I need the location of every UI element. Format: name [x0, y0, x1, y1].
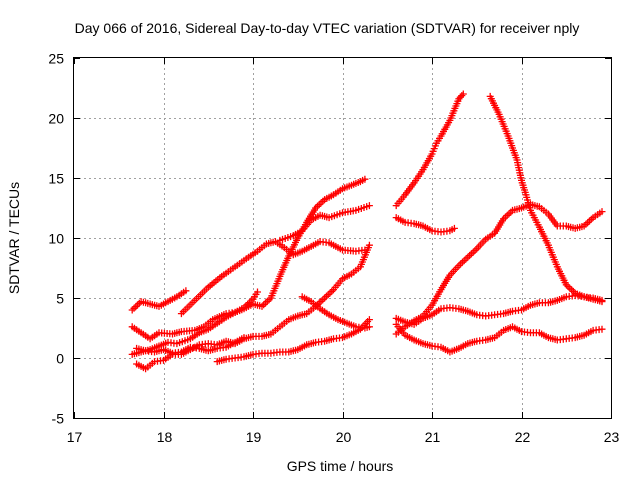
- series-s6: [133, 241, 373, 373]
- data-point: [182, 287, 190, 295]
- y-axis-tick-labels: -5 0 5 10 15 20 25: [48, 51, 64, 427]
- data-point: [326, 289, 334, 297]
- data-point: [459, 90, 467, 98]
- x-tick-label: 20: [336, 429, 352, 445]
- data-point: [462, 255, 470, 263]
- series-s10: [392, 90, 467, 210]
- series-s9: [298, 293, 373, 332]
- series-s11: [392, 214, 458, 236]
- series-s12: [486, 92, 606, 304]
- y-tick-label: 0: [56, 351, 64, 367]
- data-point: [457, 260, 465, 268]
- chart-title: Day 066 of 2016, Sidereal Day-to-day VTE…: [75, 20, 580, 36]
- data-point: [505, 210, 513, 218]
- data-point: [365, 323, 373, 331]
- x-tick-label: 18: [157, 429, 173, 445]
- data-point: [458, 92, 466, 100]
- y-axis-title: SDTVAR / TECUs: [6, 182, 22, 294]
- series-s3: [276, 202, 373, 244]
- data-point: [254, 288, 261, 296]
- x-tick-label: 23: [604, 429, 620, 445]
- data-point: [317, 199, 325, 207]
- data-point: [450, 224, 458, 232]
- series-s1: [128, 287, 190, 314]
- data-point: [361, 175, 369, 183]
- y-tick-label: 25: [48, 51, 64, 67]
- data-point: [365, 202, 373, 210]
- data-point: [598, 325, 606, 333]
- series-s7: [133, 334, 248, 357]
- data-point: [365, 316, 373, 324]
- x-tick-label: 22: [515, 429, 531, 445]
- x-axis-tick-labels: 17 18 19 20 21 22 23: [67, 429, 620, 445]
- data-point: [471, 247, 479, 254]
- y-tick-label: 5: [56, 291, 64, 307]
- x-tick-label: 21: [425, 429, 441, 445]
- series-s8: [213, 316, 373, 366]
- x-axis-title: GPS time / hours: [287, 458, 394, 474]
- data-point: [328, 287, 336, 295]
- data-point: [456, 93, 464, 101]
- data-point: [598, 298, 606, 306]
- series-markers: [128, 90, 606, 373]
- series-s15: [392, 320, 606, 356]
- x-tick-label: 19: [246, 429, 262, 445]
- y-tick-label: -5: [52, 411, 65, 427]
- y-tick-label: 15: [48, 171, 64, 187]
- data-point: [260, 301, 268, 309]
- series-s14: [392, 292, 606, 328]
- x-tick-label: 17: [67, 429, 83, 445]
- y-tick-label: 20: [48, 111, 64, 127]
- series-s2: [177, 238, 369, 318]
- plot-frame: [73, 57, 612, 419]
- data-point: [240, 334, 248, 342]
- data-point: [365, 241, 373, 249]
- y-tick-label: 10: [48, 231, 64, 247]
- data-point: [598, 208, 606, 216]
